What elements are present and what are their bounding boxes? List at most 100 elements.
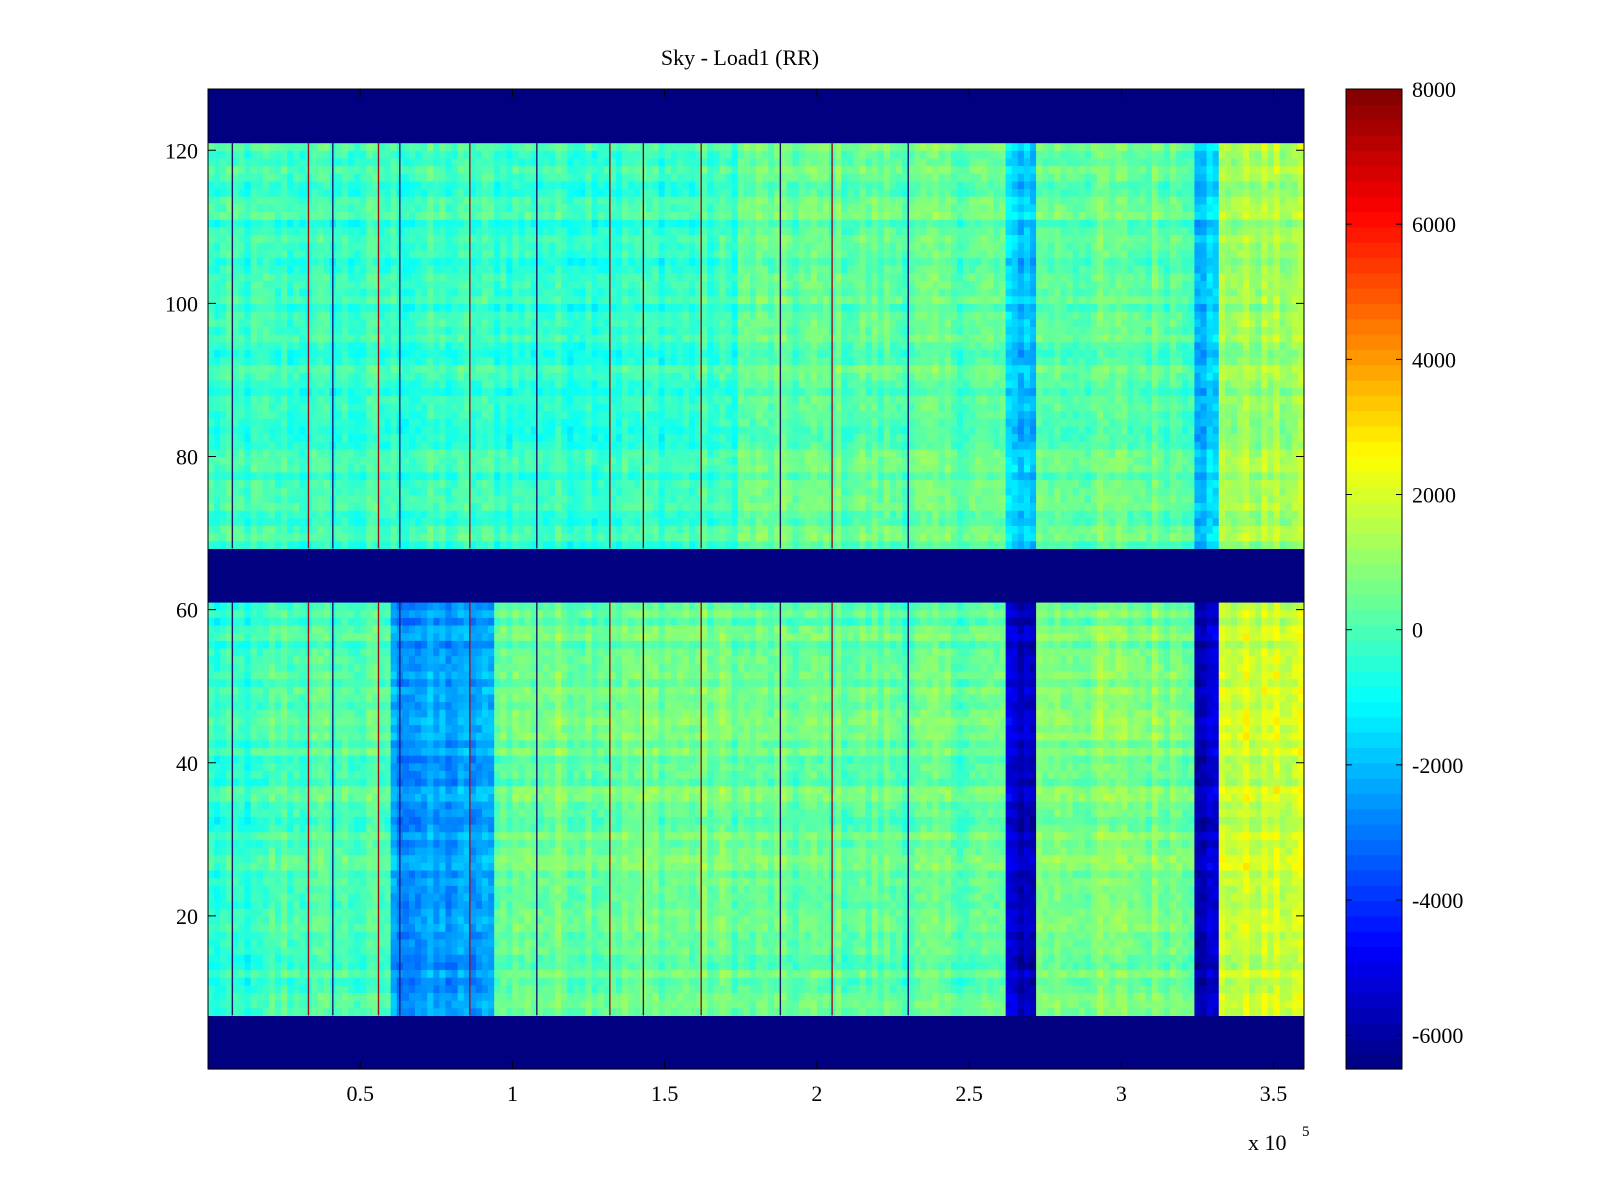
heatmap-cell [841,977,848,985]
heatmap-cell [616,1008,623,1016]
heatmap-cell [1255,969,1262,977]
heatmap-cell [1249,809,1256,817]
heatmap-cell [1036,985,1043,993]
heatmap-cell [878,916,885,924]
heatmap-cell [214,839,221,847]
heatmap-cell [567,992,574,1000]
heatmap-cell [1164,947,1171,955]
heatmap-cell [860,924,867,932]
heatmap-cell [987,893,994,901]
heatmap-cell [1121,1008,1128,1016]
heatmap-cell [1274,847,1281,855]
heatmap-cell [519,847,526,855]
heatmap-cell [780,969,787,977]
heatmap-cell [586,878,593,886]
heatmap-cell [342,916,349,924]
heatmap-cell [567,985,574,993]
heatmap-cell [1274,954,1281,962]
heatmap-cell [378,816,385,824]
heatmap-cell [561,969,568,977]
heatmap-cell [1207,931,1214,939]
heatmap-cell [1060,824,1067,832]
heatmap-cell [312,816,319,824]
heatmap-cell [646,1000,653,1008]
heatmap-cell [993,1000,1000,1008]
heatmap-cell [1079,855,1086,863]
heatmap-cell [616,992,623,1000]
heatmap-cell [409,969,416,977]
heatmap-cell [939,801,946,809]
heatmap-cell [1042,847,1049,855]
heatmap-cell [1219,839,1226,847]
heatmap-cell [920,862,927,870]
heatmap-cell [933,824,940,832]
heatmap-cell [981,908,988,916]
heatmap-cell [823,816,830,824]
heatmap-cell [652,992,659,1000]
heatmap-cell [1237,947,1244,955]
heatmap-cell [1127,832,1134,840]
heatmap-cell [470,954,477,962]
heatmap-cell [1067,962,1074,970]
heatmap-cell [786,977,793,985]
heatmap-cell [592,1000,599,1008]
heatmap-cell [257,824,264,832]
heatmap-cell [945,947,952,955]
heatmap-cell [525,801,532,809]
heatmap-cell [1140,878,1147,886]
heatmap-cell [525,992,532,1000]
heatmap-cell [336,1000,343,1008]
heatmap-cell [969,947,976,955]
heatmap-cell [1158,847,1165,855]
heatmap-cell [872,893,879,901]
heatmap-cell [1243,878,1250,886]
heatmap-cell [445,855,452,863]
heatmap-cell [555,878,562,886]
heatmap-cell [1213,924,1220,932]
heatmap-cell [598,901,605,909]
heatmap-cell [1274,947,1281,955]
heatmap-cell [1267,1000,1274,1008]
heatmap-cell [1036,962,1043,970]
heatmap-cell [500,931,507,939]
heatmap-cell [969,809,976,817]
heatmap-cell [494,969,501,977]
heatmap-cell [342,962,349,970]
heatmap-cell [1280,885,1287,893]
heatmap-cell [981,969,988,977]
heatmap-cell [683,870,690,878]
heatmap-cell [525,969,532,977]
heatmap-cell [689,862,696,870]
heatmap-cell [939,931,946,939]
heatmap-cell [726,947,733,955]
heatmap-cell [933,855,940,863]
heatmap-cell [1207,1000,1214,1008]
heatmap-cell [1255,901,1262,909]
heatmap-cell [896,878,903,886]
heatmap-cell [452,832,459,840]
heatmap-cell [208,862,215,870]
heatmap-cell [878,816,885,824]
heatmap-cell [555,832,562,840]
heatmap-cell [1182,824,1189,832]
heatmap-cell [360,908,367,916]
heatmap-cell [385,839,392,847]
heatmap-cell [884,885,891,893]
heatmap-cell [293,947,300,955]
heatmap-cell [263,969,270,977]
heatmap-cell [1036,809,1043,817]
heatmap-cell [689,924,696,932]
heatmap-cell [1030,947,1037,955]
heatmap-cell [257,832,264,840]
heatmap-cell [719,893,726,901]
heatmap-cell [677,1000,684,1008]
heatmap-cell [1286,939,1293,947]
heatmap-cell [232,839,239,847]
heatmap-cell [385,992,392,1000]
heatmap-cell [799,839,806,847]
heatmap-cell [1267,931,1274,939]
heatmap-cell [1079,916,1086,924]
heatmap-cell [610,947,617,955]
heatmap-cell [987,985,994,993]
heatmap-cell [652,885,659,893]
